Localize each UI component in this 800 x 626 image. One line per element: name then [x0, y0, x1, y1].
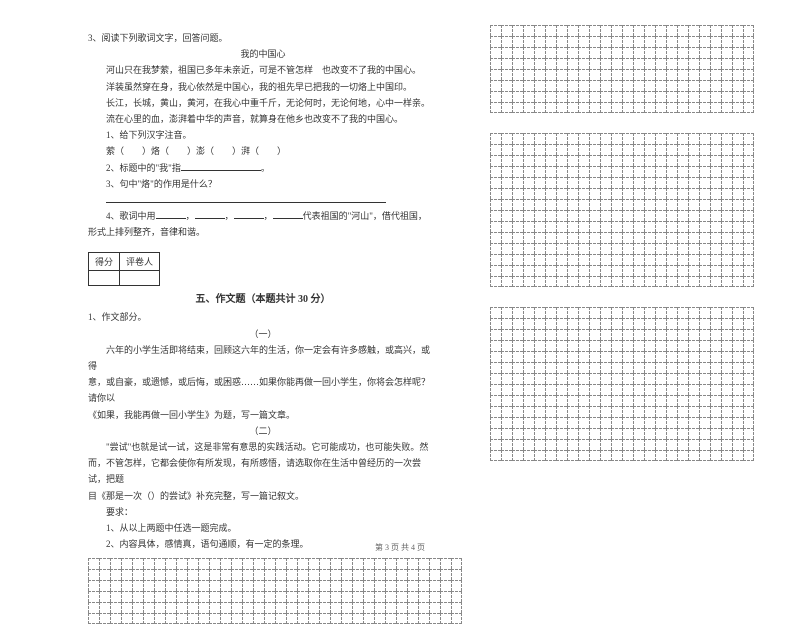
- essay-p2: 意，或自豪，或遗憾，或后悔，或困惑……如果你能再做一回小学生，你将会怎样呢？请你…: [88, 374, 438, 406]
- q3-line4: 流在心里的血，澎湃着中华的声音，就算身在他乡也改变不了我的中国心。: [88, 111, 438, 127]
- q3-sub3: 3、句中"烙"的作用是什么？: [88, 176, 438, 192]
- essay-p3: 《如果，我能再做一回小学生》为题，写一篇文章。: [88, 407, 438, 423]
- essay-label: 1、作文部分。: [88, 309, 438, 325]
- q3-sub4[interactable]: 4、歌词中用，，，代表祖国的"河山"，借代祖国，: [88, 208, 438, 224]
- writing-grid-right-1[interactable]: [490, 25, 754, 113]
- score-cell[interactable]: [89, 271, 120, 286]
- essay-p4: "尝试"也就是试一试，这是非常有意思的实践活动。它可能成功，也可能失败。然: [88, 439, 438, 455]
- writing-grid-right-3[interactable]: [490, 307, 754, 461]
- grader-cell[interactable]: [120, 271, 160, 286]
- page-footer: 第 3 页 共 4 页: [0, 542, 800, 553]
- essay-r1: 1、从以上两题中任选一题完成。: [88, 520, 438, 536]
- essay-p6: 目《那是一次（）的尝试》补充完整，写一篇记叙文。: [88, 488, 438, 504]
- essay-p1: 六年的小学生活即将结束，回顾这六年的生活，你一定会有许多感触，或高兴，或得: [88, 342, 438, 374]
- q3-title: 我的中国心: [88, 46, 438, 62]
- essay-req: 要求：: [88, 504, 438, 520]
- writing-grid-right-2[interactable]: [490, 133, 754, 287]
- essay-t2: （二）: [88, 423, 438, 439]
- q3-line1: 河山只在我梦萦，祖国已多年未亲近，可是不管怎样 也改变不了我的中国心。: [88, 62, 438, 78]
- writing-grid-bottom[interactable]: [88, 558, 462, 624]
- score-label: 得分: [89, 253, 120, 271]
- q3-sub1-label: 1、给下列汉字注音。: [88, 127, 438, 143]
- essay-p5: 而，不管怎样，它都会使你有所发现，有所感悟，请选取你在生活中曾经历的一次尝试，把…: [88, 455, 438, 487]
- score-table: 得分评卷人: [88, 252, 160, 286]
- q3-sub3-blank[interactable]: [88, 192, 438, 208]
- grader-label: 评卷人: [120, 253, 160, 271]
- essay-t1: （一）: [88, 326, 438, 342]
- q3-sub1-text[interactable]: 萦（ ）烙（ ）澎（ ）湃（ ）: [88, 143, 438, 159]
- section5-title: 五、作文题（本题共计 30 分）: [88, 290, 438, 305]
- q3-prompt: 3、阅读下列歌词文字，回答问题。: [88, 30, 438, 46]
- q3-sub4-end: 形式上排列整齐，音律和谐。: [88, 224, 438, 240]
- q3-line3: 长江，长城，黄山，黄河，在我心中重千斤，无论何时，无论何地，心中一样亲。: [88, 95, 438, 111]
- q3-sub2[interactable]: 2、标题中的"我"指。: [88, 160, 438, 176]
- q3-line2: 洋装虽然穿在身，我心依然是中国心，我的祖先早已把我的一切烙上中国印。: [88, 79, 438, 95]
